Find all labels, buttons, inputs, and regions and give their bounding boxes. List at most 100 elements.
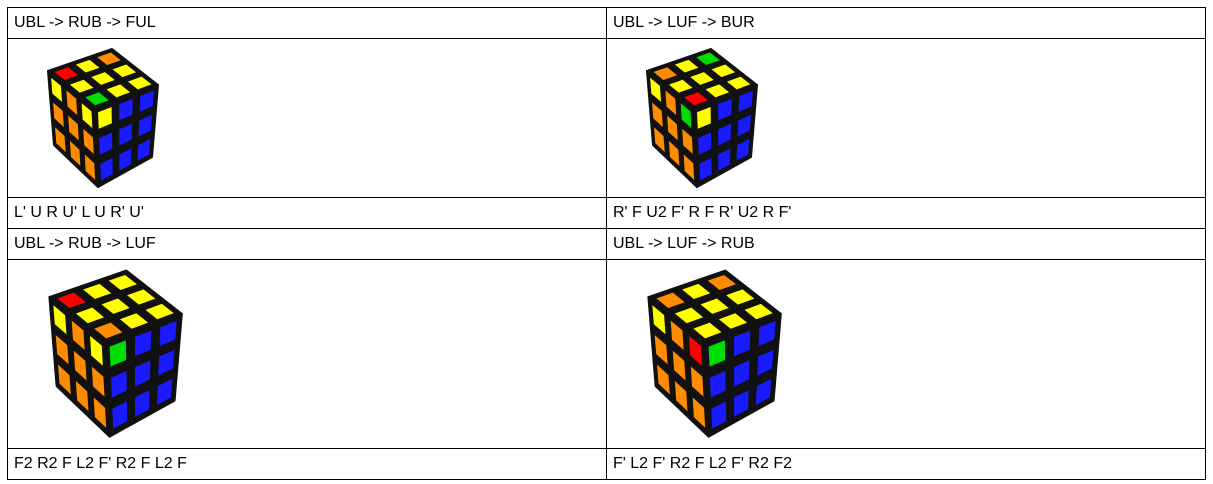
case-label: UBL -> RUB -> FUL — [7, 7, 607, 39]
sticker — [119, 123, 133, 146]
row — [7, 38, 1206, 198]
sticker — [53, 102, 64, 127]
sticker — [159, 320, 177, 347]
sticker — [668, 79, 693, 93]
sticker — [93, 397, 107, 428]
sticker — [744, 303, 773, 320]
sticker — [135, 390, 150, 417]
sticker — [684, 92, 708, 106]
sticker — [734, 360, 750, 387]
sticker — [705, 84, 730, 98]
sticker — [668, 140, 680, 166]
sticker — [71, 320, 85, 350]
sticker — [707, 274, 736, 291]
sticker — [670, 320, 684, 350]
sticker — [57, 292, 86, 309]
sticker — [674, 59, 699, 73]
sticker — [112, 64, 137, 78]
sticker — [711, 64, 736, 78]
sticker — [736, 139, 750, 161]
sticker — [73, 350, 87, 381]
sticker — [81, 103, 93, 128]
sticker — [755, 378, 772, 405]
sticker — [90, 335, 103, 366]
sticker — [66, 90, 78, 115]
sticker — [697, 107, 711, 129]
sticker — [689, 335, 702, 366]
sticker — [700, 298, 729, 314]
sticker — [127, 289, 156, 305]
sticker — [696, 52, 720, 66]
image-cell — [606, 38, 1206, 198]
sticker — [75, 381, 89, 412]
sticker — [53, 305, 67, 335]
sticker — [652, 305, 666, 335]
sticker — [653, 67, 678, 81]
sticker — [51, 77, 63, 102]
algorithm: F' L2 F' R2 F L2 F' R2 F2 — [606, 448, 1206, 480]
sticker — [111, 370, 127, 398]
sticker — [54, 67, 79, 81]
sticker — [711, 401, 727, 429]
cube-image — [646, 48, 758, 188]
image-cell — [606, 259, 1206, 449]
sticker — [656, 292, 685, 309]
sticker — [682, 283, 711, 300]
sticker — [718, 123, 732, 146]
sticker — [672, 350, 686, 381]
sticker — [98, 107, 112, 129]
algorithm: L' U R U' L U R' U' — [7, 197, 607, 229]
sticker — [708, 340, 726, 367]
case-label: UBL -> LUF -> RUB — [606, 228, 1206, 260]
sticker — [757, 349, 774, 376]
cube-image — [47, 48, 159, 188]
sticker — [84, 154, 96, 180]
sticker — [83, 283, 112, 300]
row: F2 R2 F L2 F' R2 F L2 F F' L2 F' R2 F L2… — [7, 448, 1206, 480]
sticker — [55, 334, 69, 365]
sticker — [682, 128, 693, 154]
sticker — [718, 98, 732, 121]
sticker — [690, 72, 714, 85]
algorithm: R' F U2 F' R F R' U2 R F' — [606, 197, 1206, 229]
image-cell — [7, 259, 607, 449]
sticker — [94, 322, 123, 339]
sticker — [108, 274, 137, 291]
sticker — [693, 322, 722, 339]
sticker — [158, 349, 175, 376]
row: L' U R U' L U R' U' R' F U2 F' R F R' U2… — [7, 197, 1206, 229]
sticker — [726, 289, 755, 305]
sticker — [674, 307, 704, 324]
row — [7, 259, 1206, 449]
sticker — [680, 103, 692, 128]
sticker — [650, 77, 662, 102]
sticker — [106, 84, 131, 98]
cube-image — [647, 269, 782, 438]
sticker — [683, 154, 695, 180]
case-label: UBL -> LUF -> BUR — [606, 7, 1206, 39]
row: UBL -> RUB -> FUL UBL -> LUF -> BUR — [7, 7, 1206, 39]
sticker — [698, 132, 712, 155]
sticker — [674, 381, 688, 412]
sticker — [119, 148, 132, 171]
sticker — [667, 115, 678, 141]
sticker — [101, 298, 130, 314]
case-label: UBL -> RUB -> LUF — [7, 228, 607, 260]
sticker — [738, 90, 753, 112]
case-table: UBL -> RUB -> FUL UBL -> LUF -> BUR L' U… — [7, 7, 1206, 480]
sticker — [69, 140, 81, 166]
sticker — [139, 90, 154, 112]
sticker — [726, 76, 751, 90]
sticker — [718, 313, 748, 329]
sticker — [758, 320, 776, 347]
sticker — [135, 330, 152, 357]
sticker — [654, 334, 668, 365]
algorithm: F2 R2 F L2 F' R2 F L2 F — [7, 448, 607, 480]
sticker — [75, 59, 100, 73]
sticker — [138, 114, 153, 137]
sticker — [75, 307, 105, 324]
sticker — [710, 370, 726, 398]
sticker — [69, 79, 94, 93]
sticker — [734, 390, 749, 417]
image-cell — [7, 38, 607, 198]
